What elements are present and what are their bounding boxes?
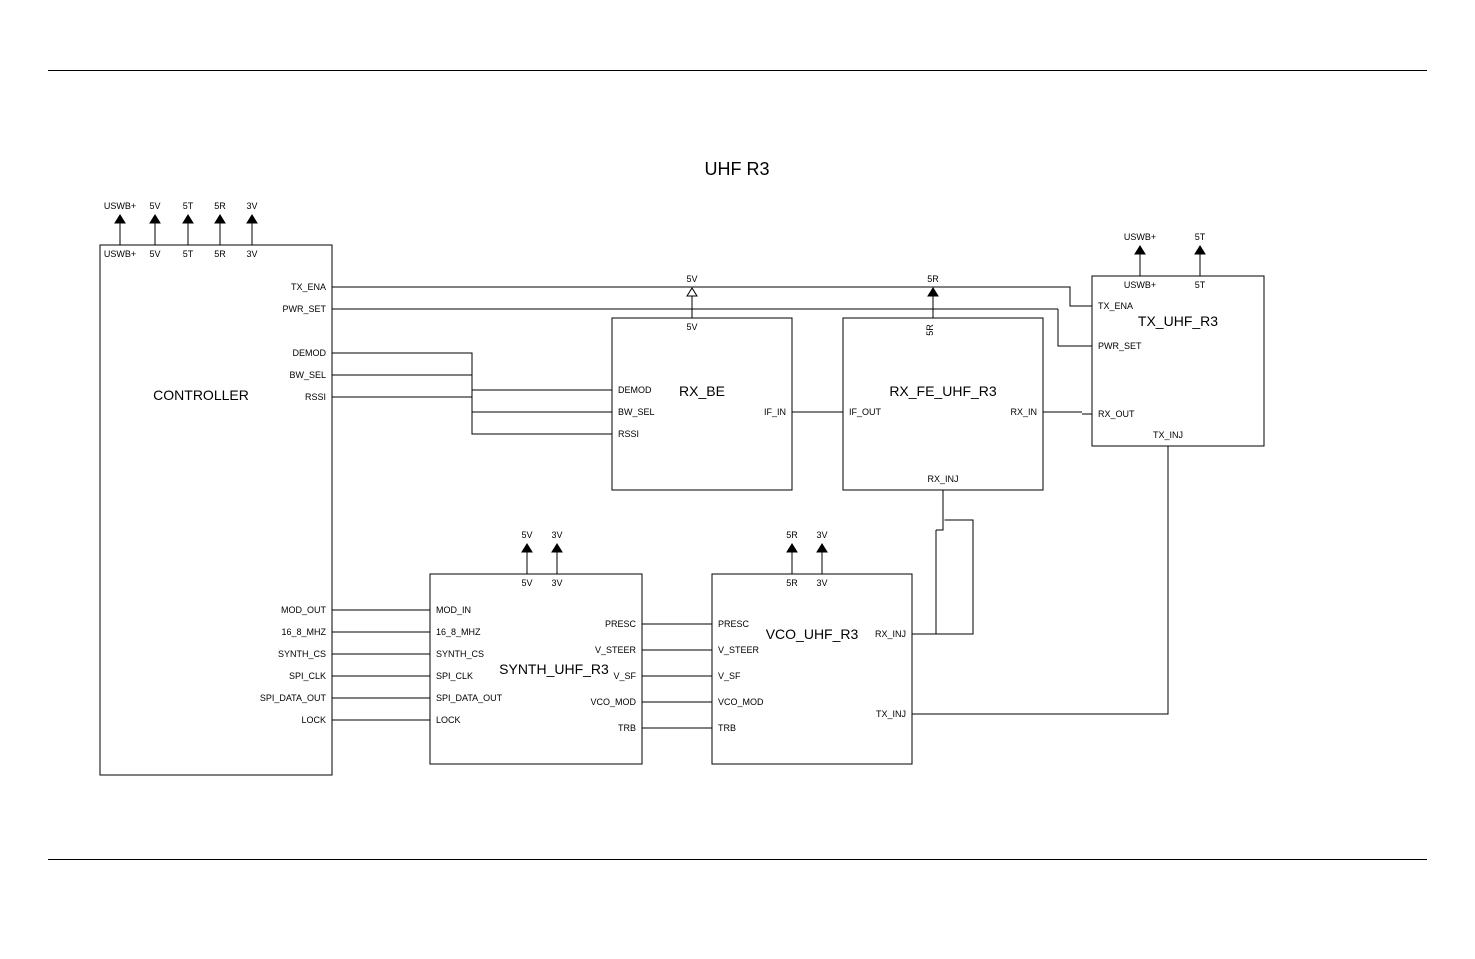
svg-text:VCO_MOD: VCO_MOD — [590, 697, 636, 707]
svg-text:PWR_SET: PWR_SET — [1098, 341, 1142, 351]
svg-text:MOD_OUT: MOD_OUT — [281, 605, 327, 615]
svg-text:CONTROLLER: CONTROLLER — [153, 387, 249, 403]
svg-text:TX_INJ: TX_INJ — [876, 709, 906, 719]
svg-text:RX_FE_UHF_R3: RX_FE_UHF_R3 — [889, 383, 997, 399]
svg-text:RX_INJ: RX_INJ — [927, 474, 958, 484]
svg-text:PRESC: PRESC — [605, 619, 637, 629]
svg-text:5V: 5V — [686, 322, 697, 332]
svg-text:TX_UHF_R3: TX_UHF_R3 — [1138, 313, 1218, 329]
svg-text:USWB+: USWB+ — [104, 201, 136, 211]
svg-text:DEMOD: DEMOD — [293, 348, 327, 358]
svg-text:3V: 3V — [816, 530, 827, 540]
svg-text:5V: 5V — [149, 201, 160, 211]
svg-text:16_8_MHZ: 16_8_MHZ — [436, 627, 481, 637]
svg-text:SYNTH_UHF_R3: SYNTH_UHF_R3 — [499, 661, 609, 677]
svg-text:5T: 5T — [183, 201, 194, 211]
svg-text:TRB: TRB — [618, 723, 636, 733]
svg-text:TX_ENA: TX_ENA — [291, 282, 326, 292]
svg-text:RSSI: RSSI — [618, 429, 639, 439]
svg-text:3V: 3V — [551, 578, 562, 588]
svg-text:V_STEER: V_STEER — [595, 645, 637, 655]
svg-text:5R: 5R — [214, 249, 226, 259]
svg-text:V_STEER: V_STEER — [718, 645, 760, 655]
svg-text:5V: 5V — [521, 578, 532, 588]
svg-text:5V: 5V — [149, 249, 160, 259]
svg-text:RX_IN: RX_IN — [1010, 407, 1037, 417]
svg-text:SPI_CLK: SPI_CLK — [436, 671, 473, 681]
svg-text:5T: 5T — [1195, 232, 1206, 242]
svg-text:SPI_DATA_OUT: SPI_DATA_OUT — [436, 693, 503, 703]
svg-text:IF_OUT: IF_OUT — [849, 407, 882, 417]
svg-text:5R: 5R — [786, 578, 798, 588]
svg-text:PRESC: PRESC — [718, 619, 750, 629]
svg-text:SPI_DATA_OUT: SPI_DATA_OUT — [260, 693, 327, 703]
svg-text:UHF R3: UHF R3 — [704, 159, 769, 179]
svg-text:5R: 5R — [786, 530, 798, 540]
svg-text:TX_ENA: TX_ENA — [1098, 301, 1133, 311]
svg-text:V_SF: V_SF — [613, 671, 636, 681]
svg-text:SPI_CLK: SPI_CLK — [289, 671, 326, 681]
svg-text:RSSI: RSSI — [305, 392, 326, 402]
svg-text:PWR_SET: PWR_SET — [282, 304, 326, 314]
rule-top — [48, 70, 1427, 71]
svg-text:LOCK: LOCK — [436, 715, 461, 725]
svg-text:3V: 3V — [551, 530, 562, 540]
svg-text:RX_OUT: RX_OUT — [1098, 409, 1135, 419]
svg-text:3V: 3V — [816, 578, 827, 588]
svg-text:TRB: TRB — [718, 723, 736, 733]
svg-text:5V: 5V — [521, 530, 532, 540]
svg-text:5R: 5R — [925, 324, 935, 336]
svg-text:VCO_UHF_R3: VCO_UHF_R3 — [766, 626, 859, 642]
svg-text:RX_INJ: RX_INJ — [875, 629, 906, 639]
svg-text:DEMOD: DEMOD — [618, 385, 652, 395]
svg-text:USWB+: USWB+ — [1124, 232, 1156, 242]
svg-text:BW_SEL: BW_SEL — [289, 370, 326, 380]
rule-bottom — [48, 859, 1427, 860]
svg-text:BW_SEL: BW_SEL — [618, 407, 655, 417]
svg-text:5V: 5V — [686, 274, 697, 284]
svg-text:16_8_MHZ: 16_8_MHZ — [281, 627, 326, 637]
svg-text:SYNTH_CS: SYNTH_CS — [278, 649, 326, 659]
svg-text:MOD_IN: MOD_IN — [436, 605, 471, 615]
svg-text:V_SF: V_SF — [718, 671, 741, 681]
svg-text:3V: 3V — [246, 249, 257, 259]
diagram-page: UHF R3 CONTROLLER USWB+ USWB+ 5V 5V 5T 5T 5R 5R 3V… — [0, 0, 1475, 954]
svg-text:5R: 5R — [214, 201, 226, 211]
svg-text:5T: 5T — [183, 249, 194, 259]
svg-text:5T: 5T — [1195, 280, 1206, 290]
svg-text:IF_IN: IF_IN — [764, 407, 786, 417]
svg-text:USWB+: USWB+ — [1124, 280, 1156, 290]
svg-text:5R: 5R — [927, 274, 939, 284]
block-diagram: UHF R3 CONTROLLER USWB+ USWB+ 5V 5V 5T 5T 5R 5R 3V… — [0, 0, 1475, 954]
svg-text:TX_INJ: TX_INJ — [1153, 430, 1183, 440]
svg-text:LOCK: LOCK — [301, 715, 326, 725]
svg-text:VCO_MOD: VCO_MOD — [718, 697, 764, 707]
svg-text:RX_BE: RX_BE — [679, 383, 725, 399]
svg-text:3V: 3V — [246, 201, 257, 211]
svg-text:USWB+: USWB+ — [104, 249, 136, 259]
svg-text:SYNTH_CS: SYNTH_CS — [436, 649, 484, 659]
